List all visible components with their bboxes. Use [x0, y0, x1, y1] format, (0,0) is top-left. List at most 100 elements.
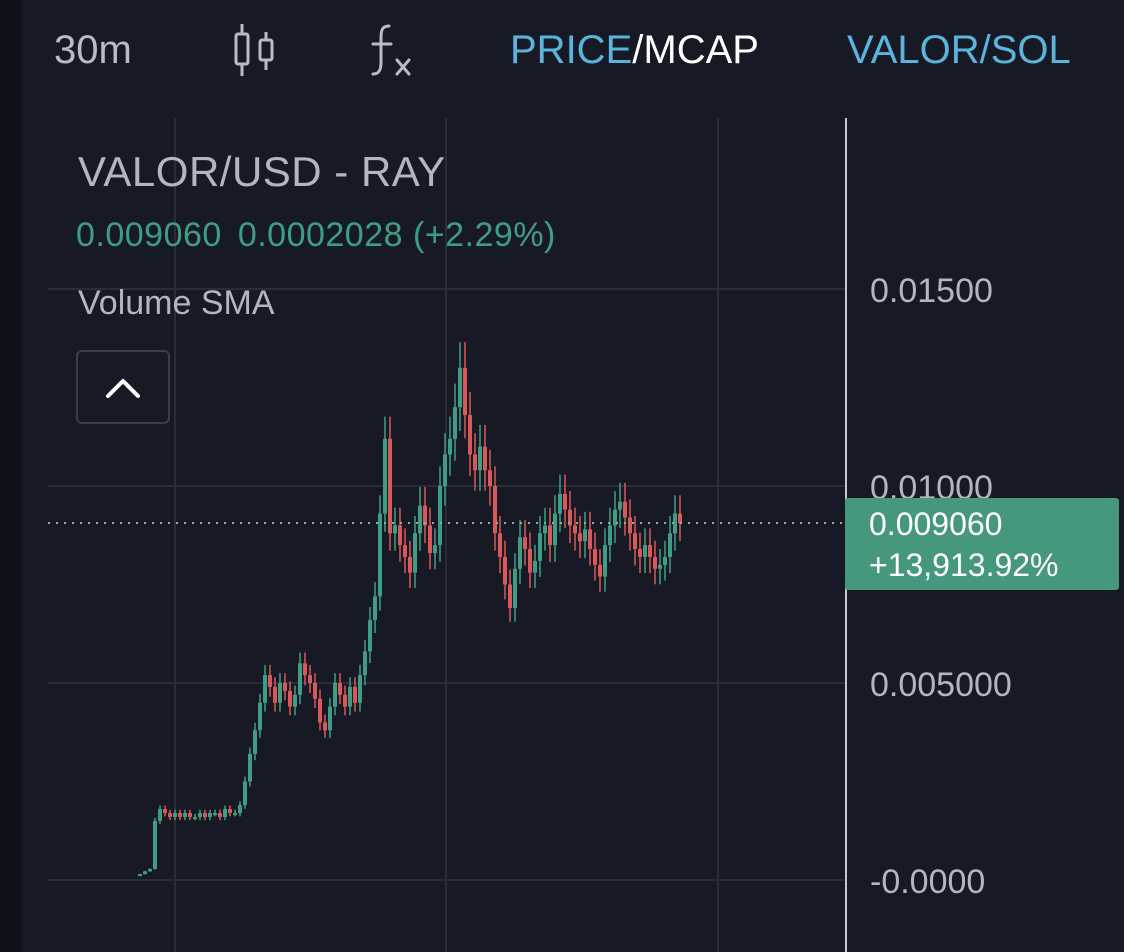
candle-body [403, 545, 407, 557]
pair-selector[interactable]: VALOR/SOL [847, 28, 1071, 72]
candle-body [368, 619, 372, 652]
candle-body [248, 753, 252, 782]
candle-body [188, 813, 192, 817]
candle-body [378, 513, 382, 597]
last-price-tag: 0.009060 +13,913.92% [845, 498, 1119, 590]
candle-body [273, 686, 277, 703]
candle-body [538, 533, 542, 561]
legend-title: VALOR/USD - RAY [78, 148, 446, 195]
mcap-option[interactable]: MCAP [643, 28, 759, 72]
candle-body [633, 533, 637, 550]
candle-body [333, 683, 337, 707]
toggle-separator: / [632, 28, 644, 72]
candle-body [423, 505, 427, 526]
left-edge [0, 0, 22, 952]
candle-body [348, 686, 352, 707]
candle-body [163, 809, 167, 814]
candle-body [438, 486, 442, 546]
candle-body [533, 560, 537, 573]
candle-body [653, 556, 657, 569]
candle-body [338, 683, 342, 695]
candle-body [308, 675, 312, 683]
candle-body [568, 509, 572, 526]
candle-body [298, 663, 302, 695]
last-price-percent: +13,913.92% [869, 547, 1059, 583]
chevron-up-icon [106, 379, 140, 398]
candle-body [203, 813, 207, 817]
candle-body [413, 533, 417, 573]
legend-last-price: 0.009060 [76, 216, 222, 254]
candle-body [293, 694, 297, 707]
candle-body [643, 545, 647, 557]
candlestick-icon[interactable] [232, 22, 278, 78]
candle-body [358, 675, 362, 703]
legend-change: 0.0002028 (+2.29%) [237, 216, 556, 254]
candle-body [558, 493, 562, 514]
candle-body [573, 525, 577, 534]
candle-body [193, 816, 197, 819]
candle-body [388, 438, 392, 534]
candle-body [503, 556, 507, 585]
candle-body [593, 549, 597, 565]
candle-body [393, 525, 397, 534]
candle-body [578, 533, 582, 542]
candle-body [673, 513, 677, 534]
candle-body [383, 438, 387, 514]
candle-body [513, 568, 517, 609]
fx-icon[interactable] [367, 22, 423, 78]
candle-body [518, 537, 522, 569]
candle-body [508, 584, 512, 609]
candle-body [398, 525, 402, 546]
candle-body [363, 651, 367, 676]
candle-body [598, 564, 602, 577]
candle-body [548, 525, 552, 546]
candle-body [478, 446, 482, 471]
candle-body [233, 813, 237, 816]
candle-body [588, 529, 592, 550]
candle-body [523, 537, 527, 550]
volume-sma-label[interactable]: Volume SMA [78, 284, 275, 322]
candle-body [238, 805, 242, 814]
candle-body [288, 690, 292, 707]
price-mcap-toggle[interactable]: PRICE/MCAP [510, 26, 759, 74]
candle-body [488, 470, 492, 486]
candle-body [213, 813, 217, 816]
candle-body [143, 871, 147, 875]
candle-body [493, 486, 497, 534]
candle-body [623, 501, 627, 518]
candle-body [243, 781, 247, 806]
candle-body [648, 545, 652, 557]
candle-body [663, 556, 667, 565]
candle-body [463, 367, 467, 416]
candle-body [263, 675, 267, 703]
legend-values: 0.009060 0.0002028 (+2.29%) [76, 216, 572, 255]
candle-body [638, 549, 642, 557]
chart-toolbar: 30m PRICE/MCAP VALOR/SOL [22, 0, 1124, 100]
candle-body [153, 820, 157, 869]
candle-body [148, 868, 152, 872]
candle-body [183, 813, 187, 817]
candle-body [323, 722, 327, 731]
candle-body [608, 525, 612, 546]
candle-body [443, 454, 447, 486]
candle-body [528, 549, 532, 573]
candle-body [268, 675, 272, 687]
candle-body [223, 809, 227, 817]
price-option[interactable]: PRICE [510, 28, 633, 72]
candle-body [328, 706, 332, 731]
candle-body [658, 564, 662, 569]
candle-body [168, 813, 172, 817]
candle-body [178, 813, 182, 817]
last-price-value: 0.009060 [869, 506, 1003, 542]
candle-body [138, 874, 142, 877]
candle-body [428, 525, 432, 553]
collapse-legend-button[interactable] [76, 350, 170, 424]
candle-body [543, 525, 547, 534]
candle-body [198, 813, 202, 817]
candle-body [373, 596, 377, 620]
interval-button[interactable]: 30m [54, 28, 132, 72]
candle-body [418, 505, 422, 534]
candle-body [408, 556, 412, 573]
candle-body [668, 533, 672, 557]
